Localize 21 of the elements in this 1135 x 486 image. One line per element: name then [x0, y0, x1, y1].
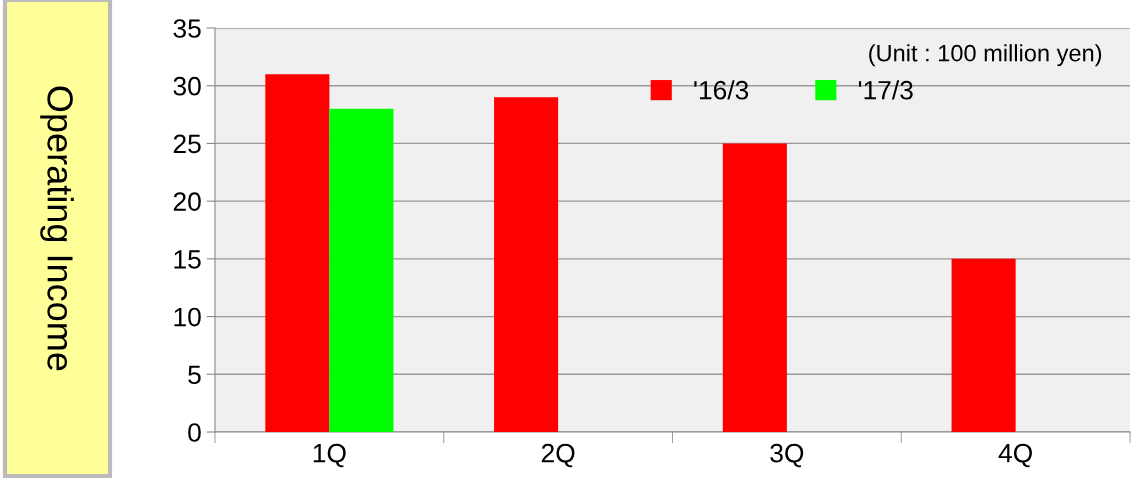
y-axis-title: Operating Income: [40, 86, 74, 371]
x-tick-label: 3Q: [770, 443, 804, 468]
annotation: (Unit : 100 million yen): [869, 44, 1102, 67]
y-tick-label: 25: [173, 134, 201, 154]
y-tick-label: 5: [188, 365, 201, 385]
bar: [951, 258, 1016, 432]
bar: [265, 74, 330, 432]
y-tick-label: 0: [188, 423, 201, 442]
y-tick-label: 30: [173, 76, 201, 96]
y-tick-label: 10: [174, 307, 201, 327]
x-tick-label: 1Q: [313, 443, 346, 468]
bar: [494, 97, 559, 432]
bar: [329, 108, 394, 432]
bar: [722, 143, 787, 432]
y-tick-label: 20: [173, 192, 201, 211]
legend-label: '17/3: [858, 80, 913, 100]
y-tick-label: 15: [174, 250, 201, 269]
legend-label: '16/3: [694, 80, 749, 100]
x-tick-label: 2Q: [541, 443, 575, 468]
y-tick-label: 35: [173, 19, 201, 38]
x-tick-label: 4Q: [998, 443, 1032, 468]
